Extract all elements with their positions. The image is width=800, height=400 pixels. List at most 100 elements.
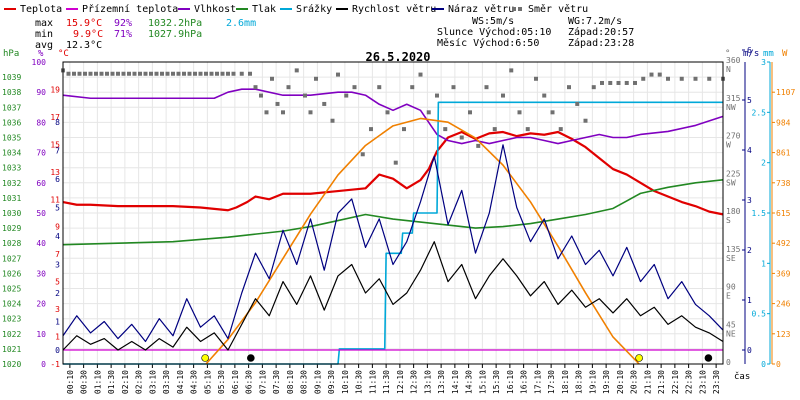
wind-dir-point (286, 85, 291, 90)
tick-humidity: 70 (36, 149, 46, 158)
wind-dir-point (393, 160, 398, 165)
tick-wind-left: 6 (55, 175, 60, 184)
unit-ms: m/s (743, 49, 759, 59)
wind-dir-point (550, 110, 555, 115)
wind-dir-point (88, 71, 93, 76)
wind-dir-point (176, 71, 181, 76)
tick-humidity: 50 (36, 209, 46, 218)
tick-pressure: 1028 (2, 239, 21, 248)
wind-dir-point (253, 85, 258, 90)
tick-time: 22:10 (671, 370, 680, 394)
tick-pressure: 1023 (2, 315, 21, 324)
astro-marker (201, 354, 209, 362)
tick-pressure: 1033 (2, 164, 21, 173)
tick-pressure: 1020 (2, 360, 21, 369)
tick-wind-left: 2 (55, 289, 60, 298)
stats-avg-temp: 12.3°C (66, 40, 102, 51)
tick-wind-right: 1 (747, 296, 752, 305)
tick-pressure: 1025 (2, 285, 21, 294)
wind-dir-point (443, 127, 448, 132)
stats-max-label: max (35, 18, 53, 29)
wind-dir-point (679, 76, 684, 81)
stats-min-press: 1027.9hPa (148, 29, 202, 40)
wind-dir-point (492, 127, 497, 132)
tick-temperature: 9 (55, 223, 60, 232)
wind-dir-point (509, 68, 514, 73)
tick-pressure: 1036 (2, 118, 21, 127)
tick-pressure: 1021 (2, 345, 21, 354)
tick-solar: 615 (776, 209, 791, 218)
tick-rain: 1.5 (752, 209, 767, 218)
tick-wind-right: 0 (747, 346, 752, 355)
tick-wind-right: 6 (747, 46, 752, 55)
tick-wind-dir-label: N (726, 65, 731, 74)
tick-wind-dir-label: W (726, 141, 731, 150)
wind-dir-point (182, 71, 186, 76)
tick-wind-dir-label: S (726, 216, 731, 225)
wind-dir-point (330, 118, 335, 123)
wind-dir-point (707, 76, 712, 81)
wind-dir-point (451, 85, 456, 90)
wind-dir-point (226, 71, 230, 76)
tick-wind-dir-label: NW (726, 103, 736, 112)
tick-humidity: 30 (36, 269, 46, 278)
tick-time: 22:30 (685, 370, 694, 394)
legend-label-1: Přízemní teplota (82, 3, 178, 15)
wind-dir-point (344, 93, 349, 98)
tick-wind-dir-label: NE (726, 329, 736, 338)
stats-max-temp: 15.9°C (66, 18, 102, 29)
stats-max-hum: 92% (114, 18, 132, 29)
tick-wind-dir: 90 (726, 283, 736, 292)
tick-time: 23:10 (698, 370, 707, 394)
wind-dir-point (220, 71, 225, 76)
wind-dir-point (160, 71, 164, 76)
wind-dir-point (459, 135, 464, 140)
wind-dir-point (132, 71, 137, 76)
tick-time: 04:30 (190, 370, 199, 394)
tick-time: 15:30 (492, 370, 501, 394)
tick-time: 15:10 (478, 370, 487, 394)
tick-time: 10:30 (355, 370, 364, 394)
tick-pressure: 1037 (2, 103, 21, 112)
unit-watt: W (782, 49, 788, 59)
wind-dir-point (641, 76, 646, 81)
wind-dir-point (377, 85, 382, 90)
tick-time: 21:30 (657, 370, 666, 394)
tick-time: 13:10 (423, 370, 432, 394)
astro-marker (635, 354, 643, 362)
legend: Teplota Přízemní teplota Vlhkost Tlak Srážky… (4, 3, 588, 15)
legend-label-5: Rychlost větru (352, 3, 436, 15)
wind-dir-point (624, 80, 629, 85)
series-line-naraz (62, 144, 724, 343)
tick-time: 19:30 (602, 370, 611, 394)
tick-wind-left: 5 (55, 204, 60, 213)
tick-pressure: 1034 (2, 149, 21, 158)
tick-time: 03:30 (162, 370, 171, 394)
wind-dir-point (77, 71, 82, 76)
tick-wind-left: 3 (55, 261, 60, 270)
series-line-rychlost (62, 241, 724, 351)
tick-wind-dir: 135 (726, 245, 741, 254)
wind-dir-point (525, 127, 530, 132)
tick-time: 19:10 (588, 370, 597, 394)
tick-temperature: 1 (55, 333, 60, 342)
wind-dir-point (360, 152, 365, 157)
wind-dir-point (110, 71, 115, 76)
wind-dir-point (484, 85, 489, 90)
wind-dir-point (567, 85, 571, 90)
tick-wind-dir: 225 (726, 169, 741, 178)
tick-wind-dir-label: E (726, 292, 731, 301)
tick-wind-dir: 315 (726, 94, 741, 103)
tick-humidity: 40 (36, 239, 46, 248)
tick-time: 23:30 (712, 370, 721, 394)
tick-humidity: 80 (36, 118, 46, 127)
wind-dir-point (369, 127, 373, 132)
axes: 1020102110221023102410251026102710281029… (2, 46, 795, 394)
tick-wind-dir: 0 (726, 358, 731, 367)
tick-wind-left: 7 (55, 147, 60, 156)
tick-time: 05:10 (203, 370, 212, 394)
plot-frame (62, 61, 724, 365)
tick-wind-dir: 270 (726, 132, 741, 141)
wind-dir-point (275, 101, 280, 106)
tick-wind-dir: 180 (726, 207, 741, 216)
